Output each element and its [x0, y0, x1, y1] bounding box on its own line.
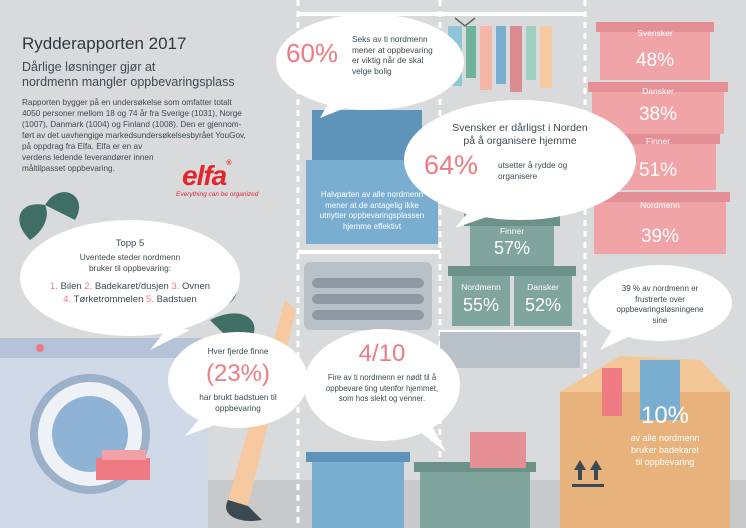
crate-nordmenn-label: Nordmenn: [461, 282, 501, 292]
bubble-frustrerte: [588, 265, 732, 341]
top5-title: Topp 5: [115, 238, 145, 249]
speech-bubbles: [20, 14, 732, 452]
elfa-tagline: Everything can be organized: [176, 191, 259, 198]
hanger-icon: [448, 17, 552, 92]
stat-finne-line1: Hver fjerde finne: [207, 346, 269, 356]
subtitle-line2: nordmenn mangler oppbevaringsplass: [22, 75, 235, 89]
stat-fire-av-ti-value: 4/10: [358, 340, 406, 367]
bottom-crate: [440, 332, 580, 368]
crate-stack: [448, 214, 576, 326]
bubble-sixty: [276, 14, 464, 110]
floor-box-blue-lid: [306, 452, 410, 462]
stat-ti-prosent-value: 10%: [640, 402, 690, 429]
this-side-up-icon: [572, 460, 604, 487]
stat-halvparten-text: Halvparten av alle nordmenn mener at de …: [319, 190, 425, 231]
laundry-basket: [304, 262, 432, 330]
stat-sixty-text: Seks av ti nordmenn mener at oppbevaring…: [352, 34, 433, 76]
pink-dansker-label: Dansker: [642, 86, 674, 96]
stat-svensker-value: 64%: [424, 150, 479, 180]
subtitle-line1: Dårlige løsninger gjør at: [22, 60, 156, 74]
stat-finne-text: har brukt badstuen til oppbevaring: [199, 392, 277, 413]
floor-box-pink: [470, 432, 526, 468]
crate-dansker-value: 52%: [524, 295, 562, 315]
stat-ti-prosent-text: av alle nordmenn bruker badekaret til op…: [630, 433, 700, 467]
floor-box-blue: [312, 460, 404, 528]
crate-finner-label: Finner: [499, 226, 525, 236]
pink-nordmenn-label: Nordmenn: [640, 200, 680, 210]
cardboard-box: [560, 356, 730, 528]
pink-finner-label: Finner: [645, 136, 671, 146]
floor-box-teal: [420, 470, 530, 528]
stat-finne-value: (23%): [205, 360, 271, 387]
bubble-finne: [168, 332, 308, 428]
bubble-svensker: [404, 100, 636, 220]
stat-svensker-title: Svensker er dårligst i Norden på å organ…: [452, 122, 588, 147]
crate-nordmenn-value: 55%: [462, 295, 500, 315]
crate-dansker-label: Dansker: [527, 282, 559, 292]
elfa-logo: elfa®: [182, 160, 231, 191]
pink-svensker-label: Svensker: [637, 28, 673, 38]
pink-svensker-value: 48%: [635, 50, 675, 71]
pink-dansker-value: 38%: [638, 104, 678, 125]
pink-finner-value: 51%: [638, 160, 678, 181]
top5-list: 1. Bilen 2. Badekaret/dusjen 3. Ovnen 4.…: [49, 281, 211, 305]
stat-sixty-value: 60%: [286, 38, 339, 68]
page-title: Rydderapporten 2017: [22, 34, 187, 53]
bubble-fire-av-ti: [304, 329, 460, 441]
stat-frustrerte-text: 39 % av nordmenn er frustrerte over oppb…: [616, 284, 704, 325]
intro-text: Rapporten bygger på en undersøkelse som …: [22, 98, 246, 173]
bubble-top5: [20, 220, 240, 336]
crate-finner-value: 57%: [493, 238, 531, 258]
top5-intro: Uventede steder nordmenn bruker til oppb…: [79, 252, 181, 273]
stat-svensker-text: utsetter å rydde og organisere: [498, 160, 568, 181]
pink-nordmenn-value: 39%: [640, 226, 680, 247]
stat-fire-av-ti-text: Fire av ti nordmenn er nødt til å oppbev…: [325, 373, 439, 403]
